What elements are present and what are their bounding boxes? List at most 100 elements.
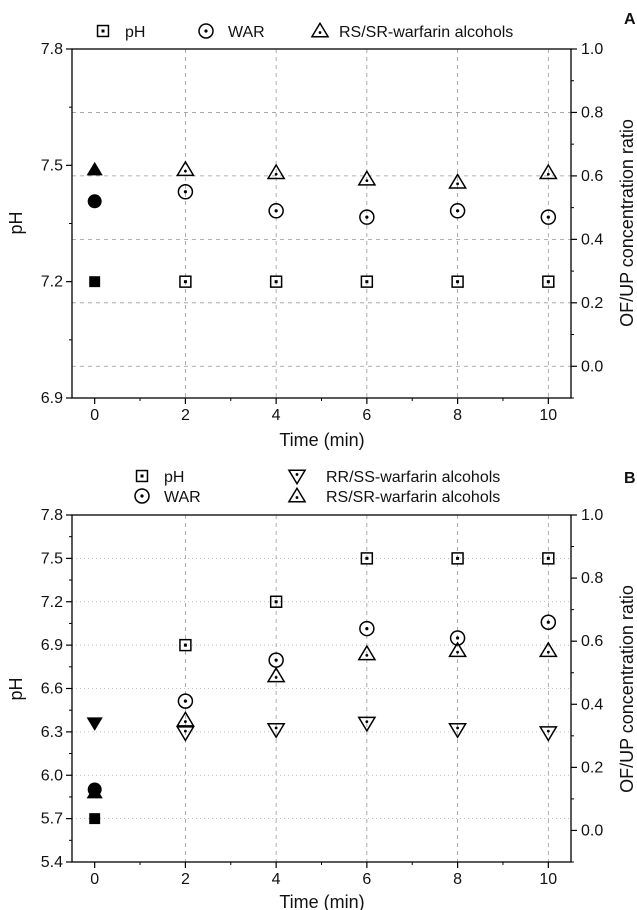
panel-a-gridlines (72, 48, 571, 398)
panel-b-point-outline (177, 693, 194, 709)
panel-b-series-1 (87, 614, 557, 797)
panel-b-point-outline (449, 630, 466, 646)
panel-a-point-outline (175, 160, 195, 177)
panel-a-point-center-dot (365, 280, 369, 284)
panel-a-series-2 (86, 160, 558, 189)
panel-a-point (177, 184, 194, 200)
panel-a-point (175, 160, 195, 177)
panel-b-y2-tick-label: 0.2 (581, 759, 603, 776)
panel-a-x-tick-label: 2 (181, 407, 190, 424)
panel-a-point-outline (359, 209, 375, 225)
panel-b-series-0 (89, 552, 555, 825)
panel-a-point-outline (86, 161, 103, 176)
panel-a-point-outline (538, 163, 558, 180)
panel-b-legend-entry: RS/SR-warfarin alcohols (287, 486, 500, 506)
panel-a-label: A (624, 11, 636, 28)
panel-a-point-outline (177, 184, 194, 200)
panel-b-point-outline (89, 813, 101, 825)
panel-a-y-tick-label: 6.9 (41, 390, 63, 407)
panel-a-point-center-dot (546, 215, 550, 219)
panel-b-y2-tick-label: 0.4 (581, 696, 603, 713)
panel-b-legend-triangle-up-icon (287, 486, 307, 503)
panel-a-point-center-dot (456, 182, 459, 186)
panel-a-x-tick-label: 6 (362, 407, 371, 424)
panel-a-point-center-dot (274, 172, 278, 176)
panel-b-point-outline (538, 641, 558, 658)
panel-b-point (448, 641, 468, 658)
panel-b-point-outline (179, 638, 192, 652)
panel-b-point (86, 784, 103, 799)
panel-b-point-center-dot (274, 658, 278, 662)
panel-b-point-center-dot (184, 720, 187, 723)
panel-b-point-outline (448, 641, 468, 658)
panel-b-point (89, 813, 101, 825)
panel-a-legend-label: WAR (228, 24, 265, 41)
panel-a-point (359, 209, 375, 225)
panel-a-legend-circle-icon (198, 23, 214, 39)
panel-a-point (360, 275, 374, 288)
panel-a-point-outline (542, 275, 555, 288)
panel-b-legend-triangle-down-icon (287, 469, 307, 486)
panel-b-y-tick-label: 6.6 (41, 681, 63, 698)
panel-b-gridlines (72, 514, 571, 863)
panel-b-y-tick-label: 6.9 (41, 637, 63, 654)
panel-b-y-tick-label: 6.3 (41, 724, 63, 741)
panel-a-series-0 (89, 275, 555, 288)
panel-a-point (269, 275, 283, 288)
panel-b-point (360, 552, 374, 565)
panel-a-point-outline (448, 173, 468, 189)
panel-b-x-axis-title: Time (min) (279, 892, 364, 910)
panel-a-y2-tick-label: 1.0 (581, 41, 603, 58)
panel-b-point-outline (86, 717, 103, 731)
panel-a-point-outline (89, 276, 101, 288)
panel-b-point-outline (269, 595, 283, 608)
panel-a-legend-entry: pH (96, 24, 145, 41)
panel-b-point-center-dot (365, 626, 369, 631)
panel-a-legend-square-icon-center-dot (101, 29, 105, 33)
panel-b-legend-square-icon-center-dot (140, 474, 144, 478)
panel-a-point-outline (360, 275, 374, 288)
panel-b-point (86, 717, 103, 731)
panel-b-point-center-dot (184, 729, 187, 733)
panel-b-point-center-dot (365, 653, 369, 657)
panel-a-point (451, 275, 464, 288)
panel-b-point-center-dot (456, 726, 459, 730)
panel-a-point-outline (449, 203, 466, 219)
panel-b-point (177, 693, 194, 709)
panel-b-point-center-dot (274, 676, 278, 679)
panel-b-point (538, 641, 558, 658)
panel-b-point-outline (266, 666, 286, 683)
panel-b-label: B (624, 470, 636, 487)
panel-b-point (357, 644, 377, 661)
panel-b-y2-tick-label: 1.0 (581, 507, 603, 524)
panel-b-point (448, 722, 468, 739)
panel-a-y2-tick-label: 0.0 (581, 358, 603, 375)
panel-b-legend-circle-icon (134, 488, 150, 504)
panel-a-legend-triangle-up-icon-center-dot (318, 31, 322, 34)
panel-a-x-tick-label: 8 (453, 407, 462, 424)
panel-b-point-center-dot (546, 620, 550, 624)
panel-b-x-tick-label: 6 (362, 871, 371, 888)
panel-b-legend-entry: WAR (134, 488, 201, 506)
panel-b: 0 2 4 6 8 10 5.4 5.7 6.0 6.3 6.6 6.9 7.2 7.5 7.8 0.0 0.2… (6, 469, 637, 910)
panel-a-point-outline (451, 275, 464, 288)
panel-a-point (542, 275, 555, 288)
panel-a-point (266, 163, 286, 180)
panel-b-point-outline (540, 614, 557, 631)
panel-b-point (268, 652, 284, 668)
panel-b-y2-tick-label: 0.8 (581, 570, 603, 587)
panel-b-point-outline (86, 784, 103, 799)
panel-b-y-axis-title: pH (6, 677, 26, 700)
panel-b-point-outline (357, 716, 377, 733)
panel-a-point (540, 209, 557, 225)
panel-a: 0 2 4 6 8 10 6.9 7.2 7.5 7.8 0.0 0.2 0.4 0.6 0.8 1.0 Tim… (6, 11, 637, 450)
panel-a-x-tick-label: 10 (539, 407, 557, 424)
panel-a-y2-tick-label: 0.2 (581, 295, 603, 312)
panel-b-point (451, 552, 464, 565)
panel-b-legend-triangle-up-icon-center-dot (295, 496, 299, 499)
panel-a-x-tick-label: 4 (272, 407, 281, 424)
panel-a-point-center-dot (365, 215, 369, 219)
panel-b-legend-label: WAR (164, 489, 201, 506)
panel-b-y-tick-label: 5.7 (41, 811, 63, 828)
panel-a-point-center-dot (365, 179, 369, 183)
